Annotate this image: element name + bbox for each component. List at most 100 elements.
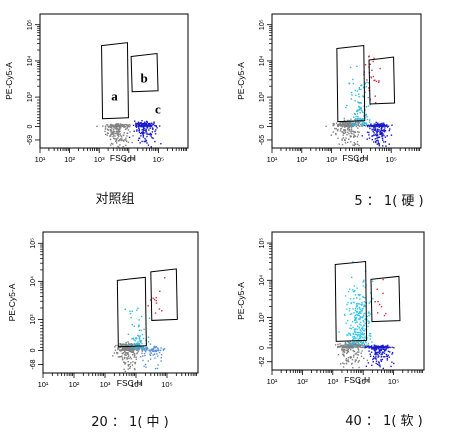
data-point bbox=[357, 123, 359, 125]
data-point bbox=[354, 344, 357, 346]
data-point bbox=[375, 357, 377, 359]
data-point bbox=[115, 128, 117, 130]
data-point bbox=[127, 346, 129, 349]
data-point bbox=[131, 354, 134, 356]
data-point bbox=[367, 96, 369, 99]
data-point bbox=[347, 125, 350, 127]
data-point bbox=[344, 346, 347, 349]
data-point bbox=[385, 124, 387, 127]
data-point bbox=[128, 136, 131, 139]
y-tick-label: 10⁵ bbox=[30, 238, 37, 249]
y-tick-label: 10⁴ bbox=[27, 56, 34, 67]
data-point bbox=[386, 357, 389, 360]
data-point bbox=[133, 130, 135, 132]
data-point bbox=[149, 354, 152, 357]
data-point bbox=[159, 349, 162, 352]
data-point bbox=[122, 125, 124, 127]
data-point bbox=[114, 125, 116, 127]
data-point bbox=[143, 365, 145, 367]
data-point bbox=[358, 318, 361, 320]
x-tick-label: 10⁵ bbox=[161, 380, 172, 389]
data-point bbox=[346, 134, 348, 136]
data-point bbox=[159, 290, 161, 293]
data-point bbox=[382, 348, 384, 350]
data-point bbox=[360, 346, 362, 349]
data-point bbox=[353, 135, 355, 138]
data-point bbox=[116, 123, 118, 125]
data-point bbox=[380, 133, 383, 136]
data-point bbox=[366, 359, 369, 362]
data-point bbox=[348, 122, 351, 125]
data-point bbox=[118, 135, 120, 137]
data-point bbox=[366, 116, 368, 118]
data-point bbox=[335, 122, 338, 125]
data-point bbox=[127, 353, 129, 355]
data-point bbox=[124, 123, 126, 126]
gate-0 bbox=[116, 276, 147, 348]
data-point bbox=[127, 354, 130, 356]
data-point bbox=[154, 124, 156, 127]
data-point bbox=[354, 337, 356, 339]
data-point bbox=[134, 337, 137, 339]
data-point bbox=[373, 126, 375, 128]
data-point bbox=[149, 343, 152, 345]
data-point bbox=[121, 352, 123, 355]
data-point bbox=[364, 64, 367, 66]
data-point bbox=[150, 135, 152, 137]
data-point bbox=[374, 357, 376, 359]
data-point bbox=[135, 348, 137, 350]
data-point bbox=[376, 143, 378, 145]
data-point bbox=[347, 121, 349, 123]
data-point bbox=[139, 335, 141, 337]
data-point bbox=[155, 350, 158, 353]
data-point bbox=[126, 348, 129, 350]
gate-1 bbox=[130, 52, 159, 93]
data-point bbox=[391, 353, 393, 355]
plot-frame bbox=[271, 231, 425, 371]
data-point bbox=[350, 125, 353, 127]
data-point bbox=[343, 122, 345, 124]
data-point bbox=[362, 330, 365, 332]
data-point bbox=[378, 355, 380, 357]
data-point bbox=[337, 343, 339, 346]
data-point bbox=[124, 308, 126, 311]
data-point bbox=[359, 298, 361, 300]
data-point bbox=[129, 343, 131, 346]
data-point bbox=[118, 133, 120, 135]
data-point bbox=[360, 312, 362, 315]
data-point bbox=[353, 335, 355, 338]
data-point bbox=[372, 60, 374, 63]
data-point bbox=[111, 127, 113, 129]
data-point bbox=[376, 363, 379, 366]
data-point bbox=[145, 347, 147, 349]
data-point bbox=[131, 347, 133, 349]
data-point bbox=[381, 126, 383, 129]
data-point bbox=[125, 343, 128, 346]
gate-1 bbox=[150, 268, 178, 321]
data-point bbox=[355, 121, 357, 124]
data-point bbox=[347, 301, 349, 304]
data-point bbox=[362, 118, 364, 120]
data-point bbox=[155, 349, 157, 351]
data-point bbox=[340, 122, 342, 124]
data-point bbox=[363, 325, 366, 327]
data-point bbox=[106, 134, 108, 136]
data-point bbox=[149, 350, 151, 353]
data-point bbox=[142, 355, 144, 357]
data-point bbox=[129, 310, 131, 313]
series-3 bbox=[374, 278, 387, 317]
data-point bbox=[135, 356, 137, 358]
data-point bbox=[356, 321, 358, 323]
data-point bbox=[117, 140, 120, 142]
series-1 bbox=[128, 120, 162, 148]
data-point bbox=[357, 314, 359, 316]
data-point bbox=[359, 123, 362, 126]
data-point bbox=[389, 128, 391, 130]
data-point bbox=[141, 352, 143, 355]
data-point bbox=[370, 76, 372, 78]
data-point bbox=[341, 131, 343, 133]
data-point bbox=[357, 351, 359, 353]
data-point bbox=[349, 334, 352, 337]
data-point bbox=[117, 130, 119, 133]
data-point bbox=[341, 143, 344, 146]
